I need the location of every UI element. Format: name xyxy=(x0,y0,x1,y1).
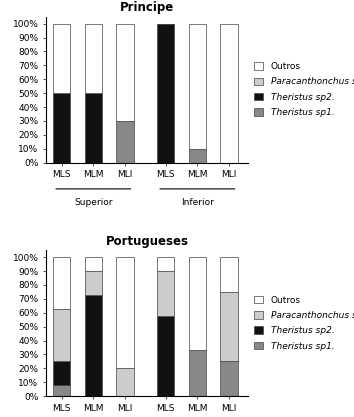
Bar xyxy=(157,271,175,316)
Bar xyxy=(116,368,133,396)
Bar xyxy=(189,149,206,163)
Bar xyxy=(53,362,70,385)
Bar xyxy=(220,362,238,396)
Bar xyxy=(220,292,238,362)
Bar xyxy=(85,93,102,163)
Title: Portugueses: Portugueses xyxy=(105,235,188,248)
Bar xyxy=(157,257,175,271)
Bar xyxy=(85,257,102,271)
Legend: Outros, Paracanthonchus sp., Theristus sp2., Theristus sp1.: Outros, Paracanthonchus sp., Theristus s… xyxy=(254,296,354,351)
Bar xyxy=(116,257,133,368)
Legend: Outros, Paracanthonchus sp., Theristus sp2., Theristus sp1.: Outros, Paracanthonchus sp., Theristus s… xyxy=(254,62,354,117)
Title: Principe: Principe xyxy=(120,1,174,14)
Bar xyxy=(85,271,102,295)
Bar xyxy=(189,350,206,396)
Bar xyxy=(53,257,70,309)
Bar xyxy=(157,24,175,163)
Bar xyxy=(116,24,133,121)
Text: Inferior: Inferior xyxy=(181,198,214,207)
Bar xyxy=(53,93,70,163)
Bar xyxy=(189,257,206,350)
Bar xyxy=(53,309,70,362)
Bar xyxy=(116,121,133,163)
Bar xyxy=(53,24,70,93)
Bar xyxy=(85,295,102,396)
Bar xyxy=(53,385,70,396)
Bar xyxy=(85,24,102,93)
Bar xyxy=(189,24,206,149)
Text: Superior: Superior xyxy=(74,198,113,207)
Bar xyxy=(220,24,238,163)
Bar xyxy=(220,257,238,292)
Bar xyxy=(157,316,175,396)
